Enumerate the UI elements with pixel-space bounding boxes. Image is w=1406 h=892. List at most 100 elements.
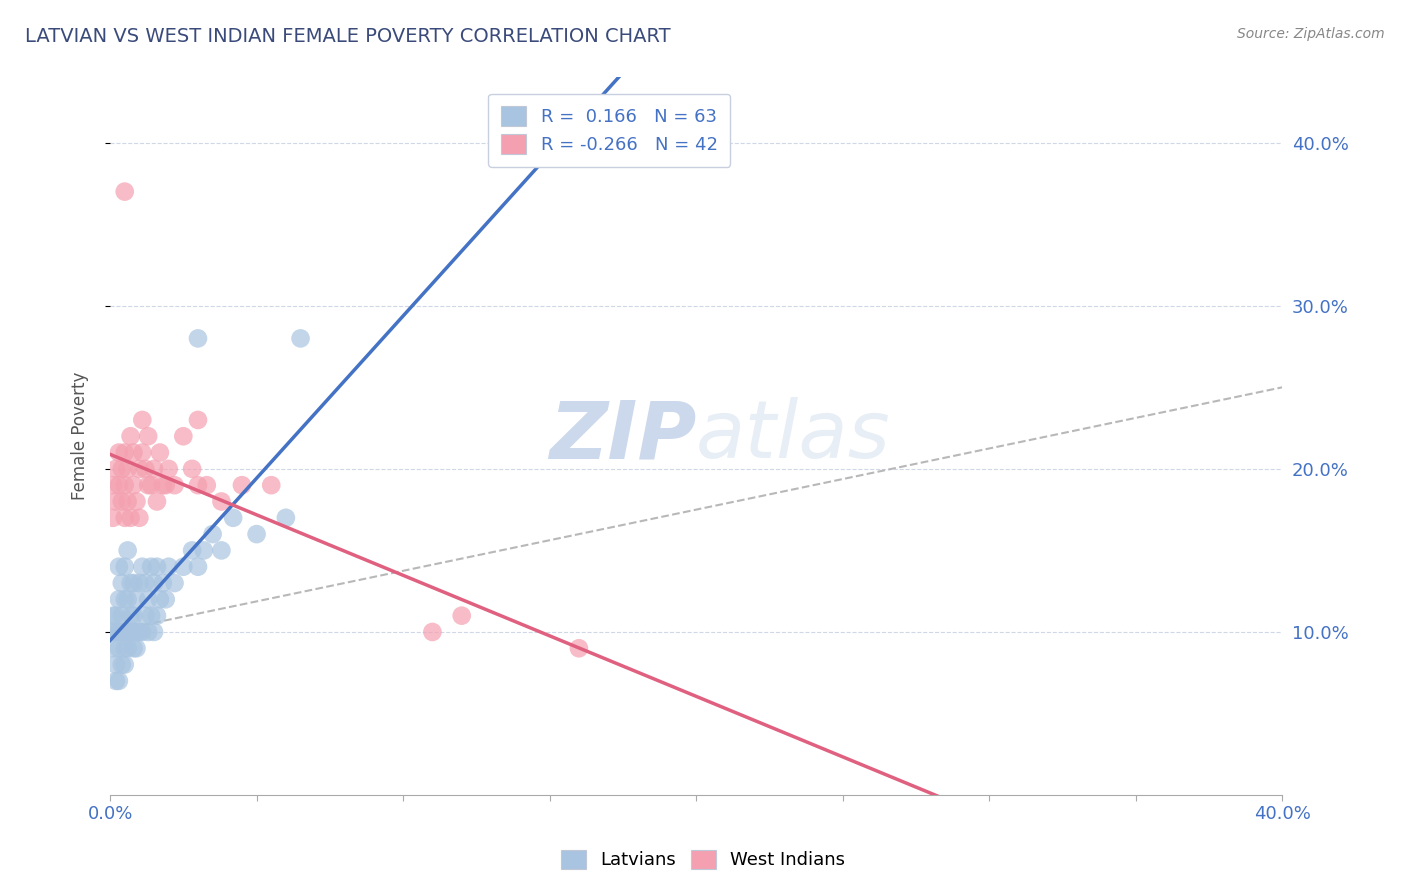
Point [128,624,150,639]
Point [568,641,591,656]
Point [125,592,148,607]
Point [108,624,131,639]
Point [125,641,148,656]
Legend: R =  0.166   N = 63, R = -0.266   N = 42: R = 0.166 N = 63, R = -0.266 N = 42 [488,94,730,167]
Point [157,559,180,574]
Point [108,641,131,656]
Point [108,559,131,574]
Point [111,494,134,508]
Point [136,478,159,492]
Point [114,510,136,524]
Text: Source: ZipAtlas.com: Source: ZipAtlas.com [1237,27,1385,41]
Point [172,559,194,574]
Point [187,478,209,492]
Point [114,559,136,574]
Point [108,478,131,492]
Point [108,673,131,688]
Point [111,657,134,672]
Point [163,576,186,591]
Point [131,559,153,574]
Point [152,576,174,591]
Point [193,543,215,558]
Point [120,576,142,591]
Point [187,331,209,345]
Point [146,608,169,623]
Point [143,576,166,591]
Point [101,624,124,639]
Point [104,673,127,688]
Point [128,462,150,476]
Point [117,624,139,639]
Point [114,592,136,607]
Point [117,494,139,508]
Point [114,641,136,656]
Text: ZIP: ZIP [548,397,696,475]
Point [108,445,131,459]
Legend: Latvians, West Indians: Latvians, West Indians [551,840,855,879]
Point [122,624,145,639]
Point [128,510,150,524]
Point [122,608,145,623]
Point [157,462,180,476]
Point [101,641,124,656]
Text: LATVIAN VS WEST INDIAN FEMALE POVERTY CORRELATION CHART: LATVIAN VS WEST INDIAN FEMALE POVERTY CO… [25,27,671,45]
Point [152,478,174,492]
Point [114,478,136,492]
Point [136,624,159,639]
Point [222,510,245,524]
Point [120,429,142,443]
Point [209,494,232,508]
Point [128,576,150,591]
Point [187,559,209,574]
Point [120,608,142,623]
Point [117,543,139,558]
Point [120,624,142,639]
Point [187,413,209,427]
Point [104,494,127,508]
Point [122,478,145,492]
Point [117,641,139,656]
Point [136,592,159,607]
Point [131,413,153,427]
Point [139,559,162,574]
Point [143,624,166,639]
Point [125,624,148,639]
Point [101,608,124,623]
Point [181,462,204,476]
Point [139,478,162,492]
Point [131,445,153,459]
Point [155,592,177,607]
Point [120,510,142,524]
Y-axis label: Female Poverty: Female Poverty [72,372,89,500]
Point [260,478,283,492]
Point [134,576,156,591]
Point [163,478,186,492]
Point [114,657,136,672]
Point [104,462,127,476]
Point [149,445,172,459]
Point [111,608,134,623]
Point [131,624,153,639]
Point [181,543,204,558]
Point [134,608,156,623]
Point [195,478,218,492]
Point [122,445,145,459]
Point [134,462,156,476]
Point [422,624,444,639]
Point [155,478,177,492]
Point [172,429,194,443]
Point [201,527,224,541]
Point [136,429,159,443]
Point [122,576,145,591]
Point [104,608,127,623]
Point [101,510,124,524]
Point [274,510,297,524]
Point [245,527,267,541]
Point [104,624,127,639]
Point [149,592,172,607]
Point [139,608,162,623]
Point [450,608,472,623]
Point [290,331,312,345]
Text: atlas: atlas [696,397,891,475]
Point [117,592,139,607]
